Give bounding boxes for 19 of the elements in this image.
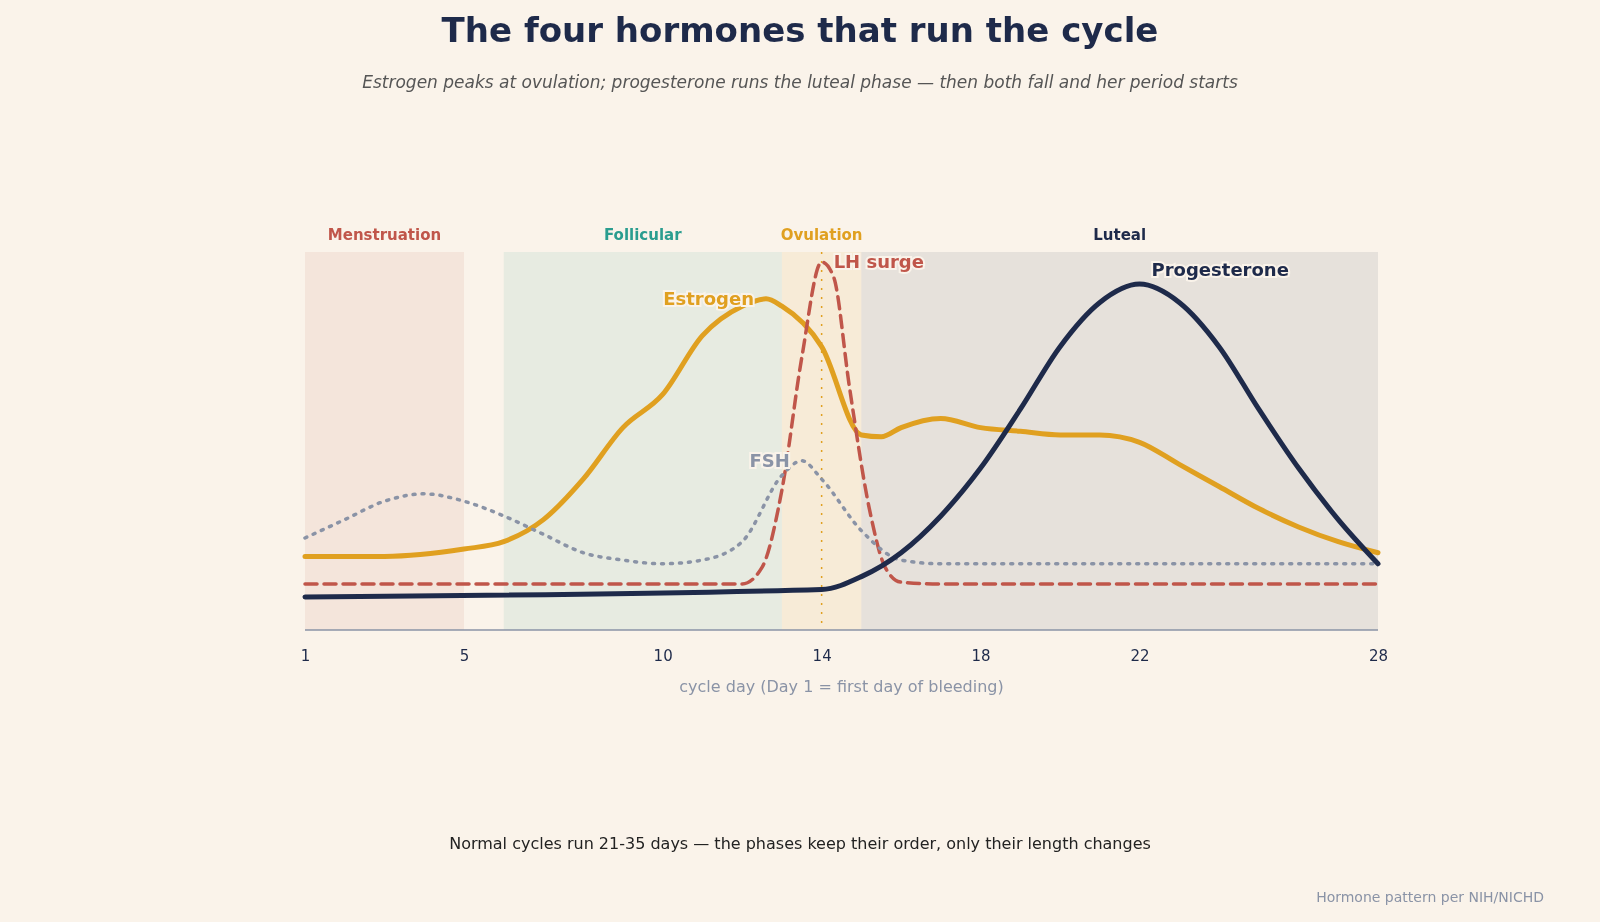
x-tick-label: 28 — [1368, 646, 1389, 665]
x-tick-label: 5 — [459, 646, 470, 665]
band-label: Follicular — [603, 226, 683, 244]
band-label: Luteal — [1093, 226, 1147, 244]
x-tick-label: 14 — [812, 646, 832, 665]
x-tick-label: 10 — [653, 646, 673, 665]
text: Hormone pattern per NIH/NICHD — [1316, 889, 1544, 905]
series-label: LH surge — [833, 251, 924, 272]
x-tick-label: 22 — [1130, 646, 1150, 665]
x-tick-label: 1 — [300, 646, 311, 665]
band-label: Menstruation — [327, 226, 442, 244]
x-tick-label: 18 — [971, 646, 991, 665]
chart-subtitle: Estrogen peaks at ovulation; progesterone runs the luteal phase — then both fall and her period starts — [362, 72, 1238, 92]
x-axis-title: cycle day (Day 1 = first day of bleeding) — [679, 677, 1004, 696]
chart-title: The four hormones that run the cycle — [441, 10, 1159, 50]
series-label: Estrogen — [663, 287, 754, 309]
band-label: Ovulation — [780, 226, 863, 244]
series-label: Progesterone — [1151, 259, 1289, 281]
text: Normal cycles run 21-35 days — the phases keep their order, only their length changes — [449, 834, 1151, 853]
